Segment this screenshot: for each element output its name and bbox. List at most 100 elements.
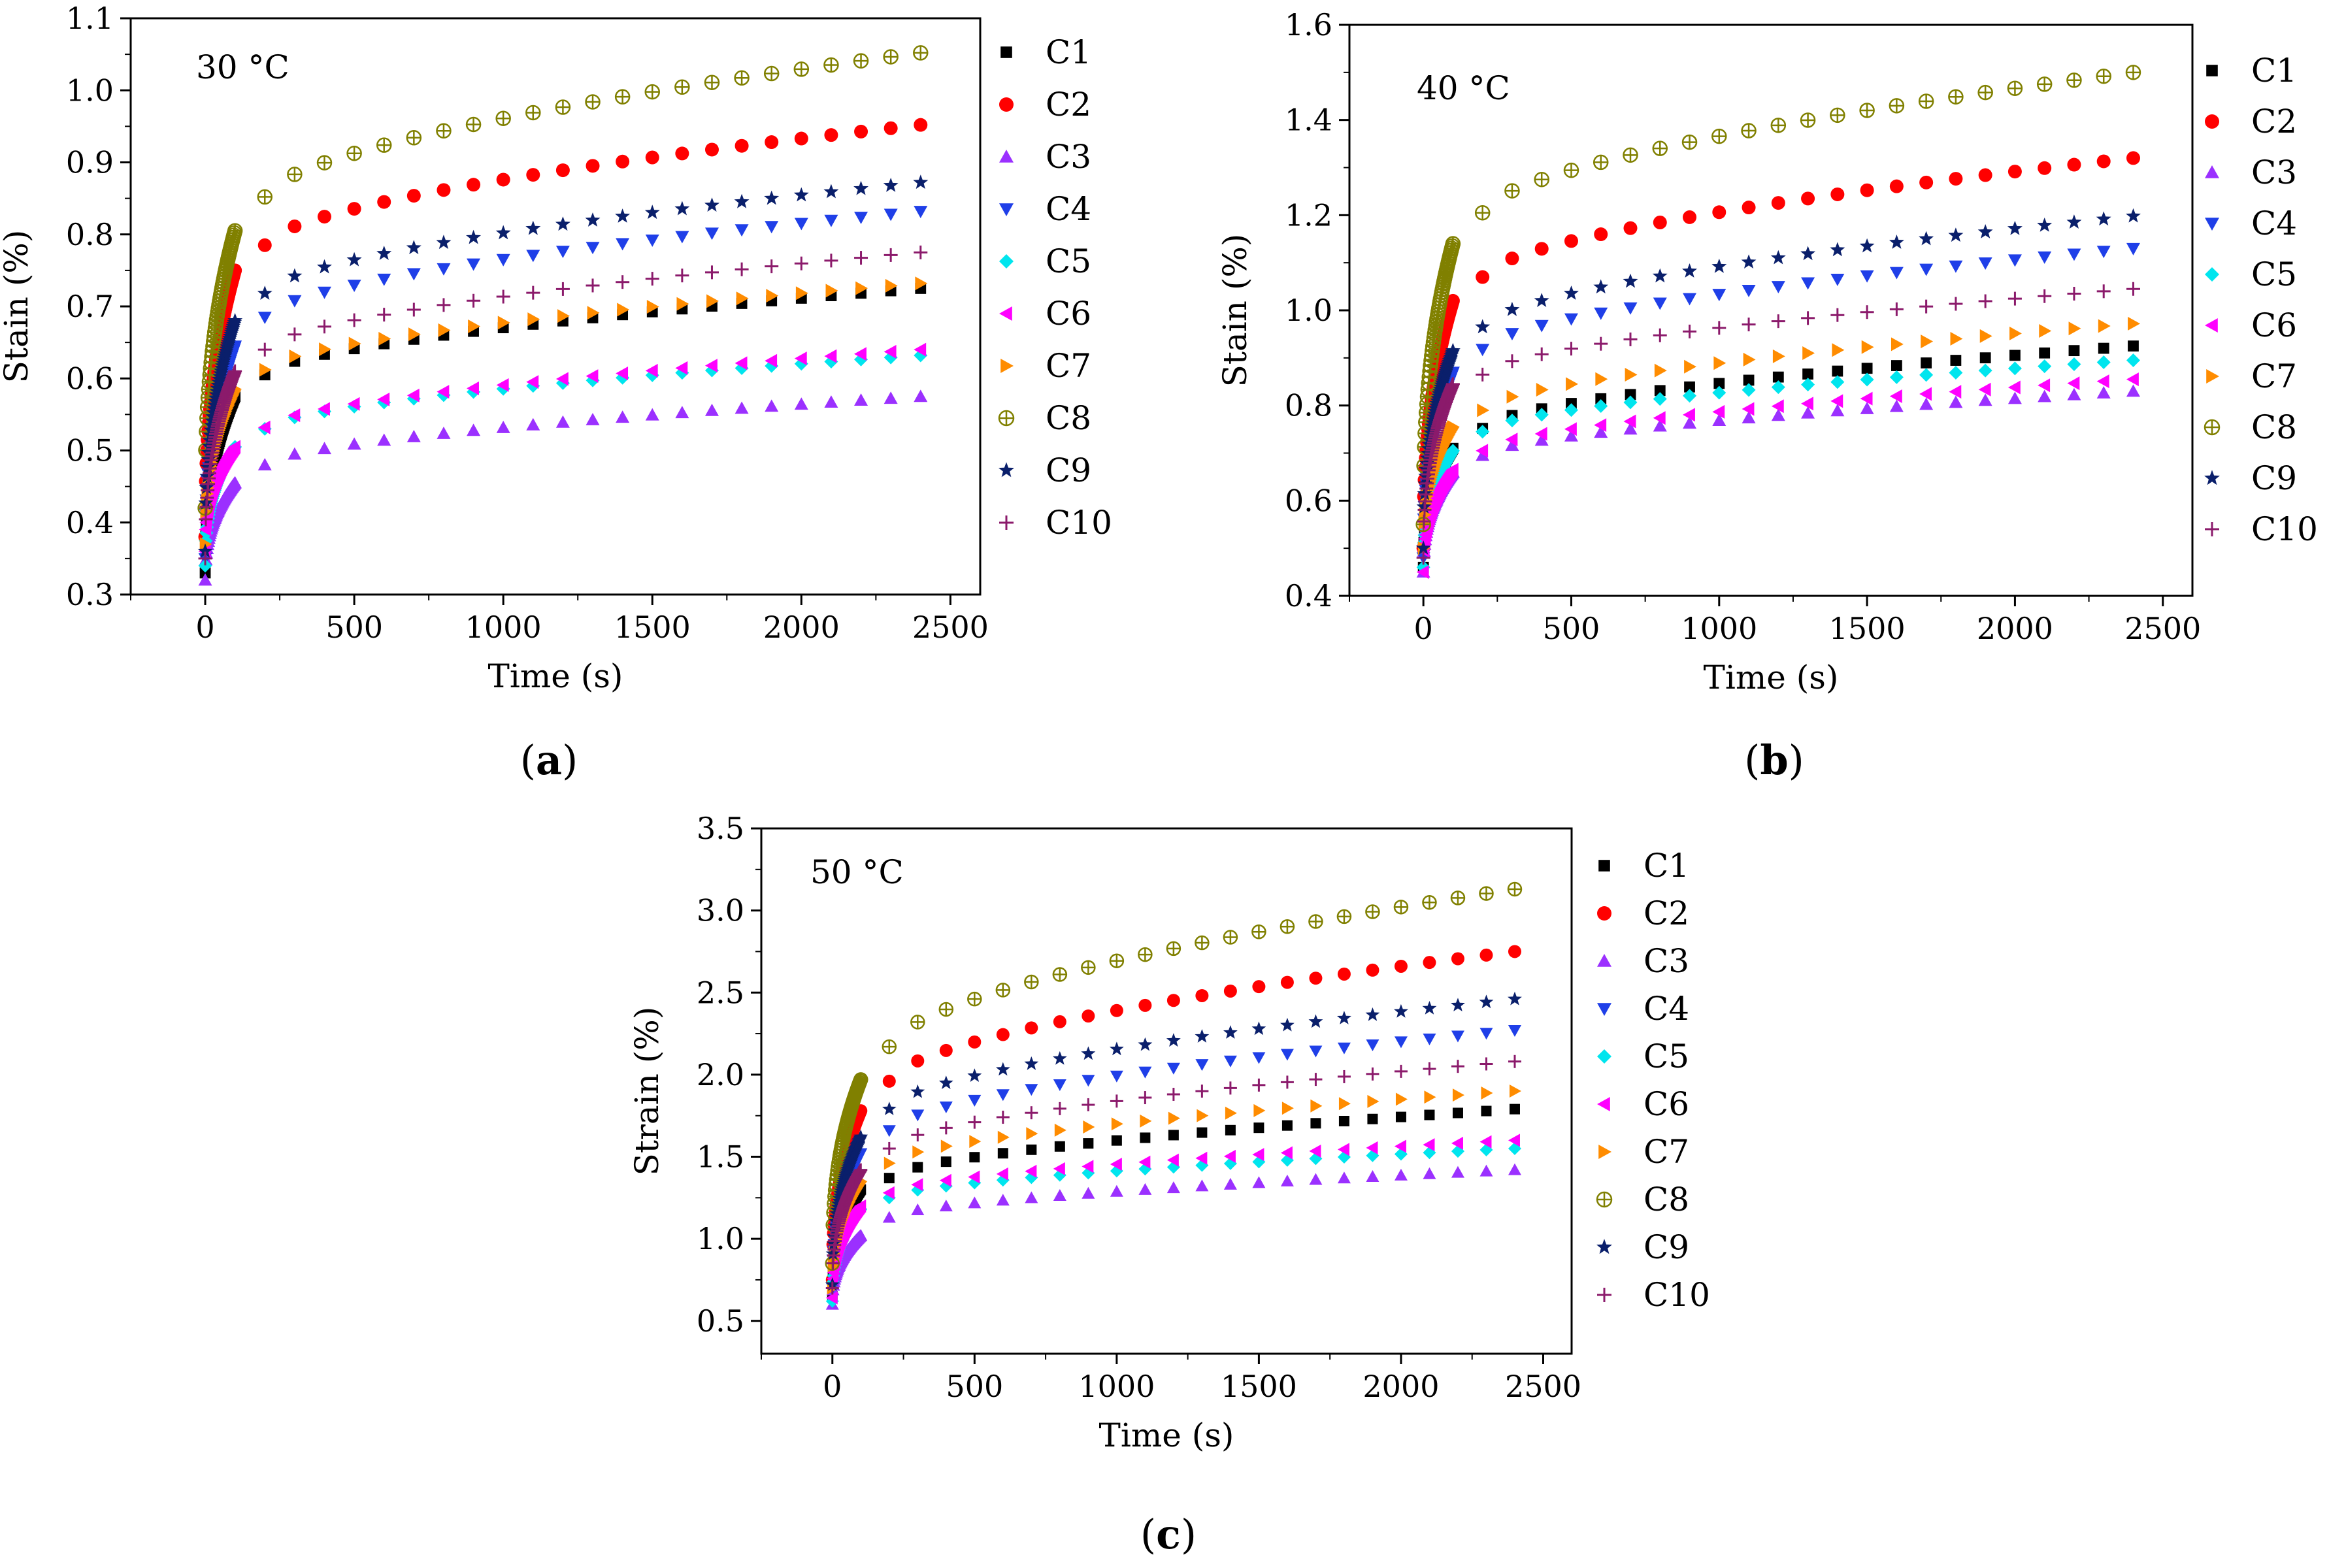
- series-c10: [198, 245, 928, 566]
- x-tick-label: 1500: [614, 610, 691, 645]
- data-point: [1419, 461, 1434, 476]
- data-point: [1771, 281, 1785, 294]
- data-point: [289, 349, 302, 363]
- data-point: [1772, 349, 1785, 363]
- data-point: [1801, 191, 1815, 206]
- data-point: [885, 278, 898, 293]
- data-point: [527, 312, 540, 327]
- data-point: [1166, 1087, 1180, 1101]
- data-point: [2096, 68, 2111, 84]
- data-point: [1860, 401, 1874, 414]
- series-c5: [1416, 353, 2140, 574]
- y-tick-label: 1.2: [1285, 197, 1332, 233]
- data-point: [1921, 357, 1932, 368]
- data-point: [1564, 234, 1578, 248]
- legend-label: C8: [2251, 408, 2297, 446]
- panel-label-b: (b): [1744, 736, 1804, 784]
- legend-label: C10: [1644, 1276, 1710, 1314]
- data-point: [967, 1068, 982, 1082]
- data-point: [1683, 210, 1697, 224]
- data-point: [586, 412, 600, 425]
- data-point: [1052, 1051, 1067, 1065]
- data-point: [257, 458, 272, 470]
- data-point: [317, 286, 331, 299]
- data-point: [437, 385, 450, 399]
- data-point: [1741, 123, 1757, 139]
- legend-label: C7: [2251, 357, 2297, 395]
- data-point: [1140, 1132, 1151, 1143]
- data-point: [1742, 285, 1756, 297]
- legend-item-c4: C4: [1597, 990, 1689, 1028]
- data-point: [288, 327, 302, 342]
- x-tick-label: 2000: [1363, 1369, 1439, 1404]
- data-point: [913, 174, 929, 189]
- legend-label: C8: [1644, 1181, 1689, 1218]
- series-c6: [1416, 372, 2139, 580]
- legend-item-c5: C5: [1597, 1037, 1689, 1075]
- data-point: [1424, 1109, 1435, 1120]
- data-point: [1138, 1066, 1152, 1079]
- legend-label: C2: [1644, 894, 1689, 932]
- data-point: [914, 245, 928, 259]
- data-point: [496, 172, 510, 187]
- data-point: [1742, 383, 1756, 397]
- data-point: [1424, 1090, 1436, 1104]
- data-point: [1394, 1036, 1408, 1049]
- data-point: [1534, 427, 1547, 441]
- data-point: [765, 353, 778, 368]
- legend-label: C3: [2251, 154, 2297, 191]
- data-point: [939, 1121, 953, 1135]
- data-point: [257, 420, 271, 434]
- data-point: [1166, 1033, 1181, 1047]
- data-point: [645, 363, 658, 378]
- data-point: [1652, 140, 1668, 156]
- data-point: [257, 189, 273, 205]
- data-point: [1195, 1059, 1209, 1071]
- data-point: [882, 1141, 896, 1155]
- data-point: [1109, 1041, 1124, 1056]
- data-point: [1026, 1144, 1037, 1155]
- data-point: [1978, 257, 1992, 270]
- data-point: [199, 567, 211, 579]
- data-point: [2096, 355, 2111, 369]
- data-point: [288, 408, 301, 423]
- data-point: [1625, 367, 1638, 382]
- data-point: [2039, 324, 2052, 338]
- data-point: [1594, 425, 1608, 438]
- data-point: [1479, 948, 1493, 962]
- legend-item-c2: C2: [1597, 894, 1689, 932]
- data-point: [1742, 411, 1756, 424]
- legend-item-c10: C10: [2205, 510, 2318, 548]
- data-point: [1534, 347, 1549, 361]
- data-point: [1395, 1092, 1408, 1106]
- data-point: [853, 1129, 868, 1143]
- data-point: [2007, 80, 2023, 96]
- data-point: [1595, 372, 1608, 386]
- x-tick-label: 2000: [763, 610, 840, 645]
- data-point: [1475, 319, 1491, 334]
- y-axis-label: Stain (%): [1216, 234, 1254, 387]
- data-point: [675, 231, 689, 244]
- data-point: [1252, 980, 1266, 994]
- data-point: [585, 94, 601, 110]
- data-point: [1949, 260, 1963, 273]
- panel-label-c-close: ): [1181, 1511, 1197, 1558]
- y-tick-label: 0.6: [1285, 483, 1332, 518]
- y-tick-label: 0.4: [66, 505, 114, 540]
- data-point: [794, 397, 808, 410]
- data-point: [1623, 422, 1638, 435]
- legend-marker: [1597, 1049, 1611, 1064]
- data-point: [1771, 380, 1785, 395]
- data-point: [1594, 399, 1608, 413]
- data-point: [1417, 514, 1431, 529]
- data-point: [854, 393, 868, 406]
- data-point: [2038, 359, 2052, 374]
- data-point: [2096, 386, 2111, 399]
- data-point: [1653, 392, 1667, 406]
- data-point: [704, 227, 719, 240]
- data-point: [496, 378, 509, 392]
- data-point: [996, 1028, 1010, 1041]
- data-point: [614, 89, 631, 105]
- y-tick-label: 0.8: [66, 217, 114, 252]
- data-point: [1138, 1155, 1151, 1169]
